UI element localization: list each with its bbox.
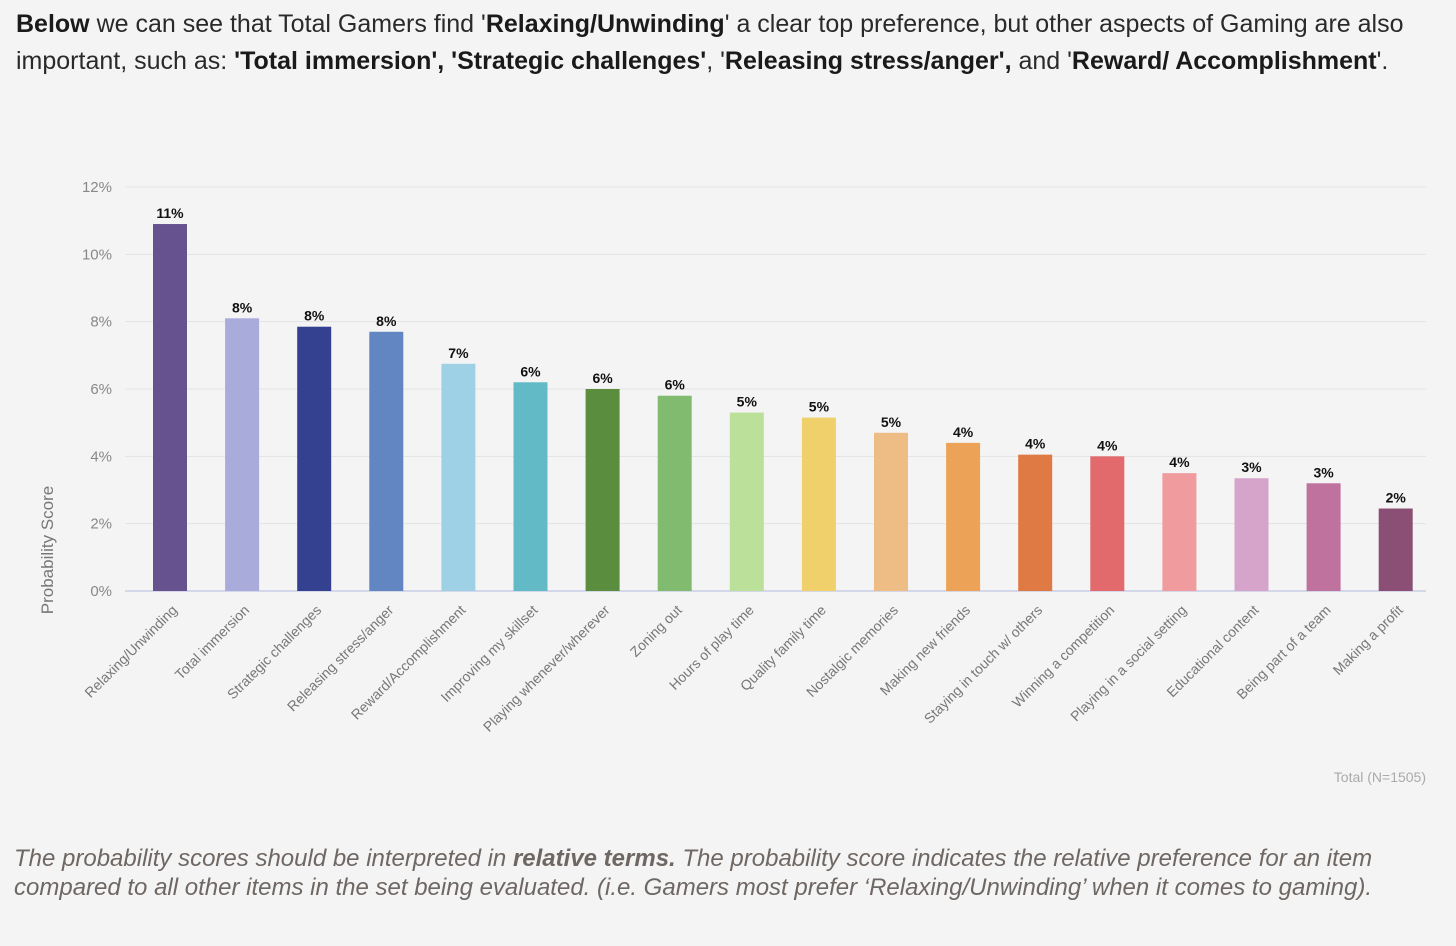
bar xyxy=(729,412,764,591)
footnote: The probability scores should be interpr… xyxy=(14,845,1373,901)
y-tick-label: 8% xyxy=(90,314,112,331)
bar xyxy=(1090,456,1125,591)
bar xyxy=(441,363,476,591)
bar xyxy=(369,331,404,591)
x-tick-label: Staying in touch w/ others xyxy=(921,602,1046,727)
source-note: Total (N=1505) xyxy=(1334,769,1426,785)
x-tick-label: Zoning out xyxy=(627,602,685,660)
bar xyxy=(513,382,548,591)
bar xyxy=(874,432,908,591)
bar-value-label: 8% xyxy=(304,308,325,324)
bar xyxy=(946,442,981,591)
bar xyxy=(1162,473,1197,591)
bar-chart: 0% 2% 4% 6% 8% 10% 12% Probability Score 11% 8%… xyxy=(38,179,1426,785)
y-axis-label: Probability Score xyxy=(38,486,57,615)
bar-value-label: 3% xyxy=(1241,459,1262,475)
y-tick-label: 4% xyxy=(90,448,112,465)
x-tick-label: Playing whenever/wherever xyxy=(480,602,613,735)
bar-value-label: 4% xyxy=(953,424,974,440)
bar-value-label: 7% xyxy=(448,345,469,361)
bar xyxy=(1018,454,1053,591)
value-labels: 11% 8% 8% 8% 7% 6% 6% 6% 5% 5% 5% 4% 4% 4% 4% 3% 3% 2% xyxy=(156,205,1406,505)
bar xyxy=(1306,483,1341,591)
bar-value-label: 6% xyxy=(592,370,613,386)
grid-lines xyxy=(125,186,1426,592)
bar-value-label: 2% xyxy=(1386,490,1407,506)
x-tick-label: Playing in a social setting xyxy=(1067,602,1189,724)
intro-paragraph: Below we can see that Total Gamers find … xyxy=(16,10,1404,75)
bars xyxy=(153,224,1413,591)
bar-value-label: 5% xyxy=(809,399,830,415)
bar-value-label: 4% xyxy=(1097,437,1118,453)
bar-value-label: 6% xyxy=(665,377,686,393)
x-tick-label: Relaxing/Unwinding xyxy=(81,602,180,701)
bar-value-label: 8% xyxy=(232,299,253,315)
bar xyxy=(801,417,836,591)
bar-value-label: 4% xyxy=(1169,454,1190,470)
y-tick-label: 2% xyxy=(90,516,112,533)
bar xyxy=(225,318,260,591)
y-tick-label: 10% xyxy=(82,246,112,263)
x-tick-label: Making a profit xyxy=(1330,602,1406,678)
y-tick-label: 0% xyxy=(90,583,112,600)
bar xyxy=(1378,508,1413,591)
x-tick-label: Total immersion xyxy=(172,602,253,683)
bar xyxy=(1234,478,1269,591)
y-tick-label: 12% xyxy=(82,179,112,196)
bar-value-label: 11% xyxy=(156,205,184,221)
bar xyxy=(153,224,187,591)
bar xyxy=(657,395,692,591)
bar-value-label: 6% xyxy=(520,363,541,379)
bar-value-label: 3% xyxy=(1313,464,1334,480)
bar xyxy=(297,326,332,591)
bar-value-label: 5% xyxy=(881,414,902,430)
y-axis-ticks: 0% 2% 4% 6% 8% 10% 12% xyxy=(82,179,112,600)
bar-value-label: 5% xyxy=(737,394,758,410)
bar-value-label: 8% xyxy=(376,313,397,329)
bar-value-label: 4% xyxy=(1025,436,1046,452)
bar xyxy=(585,389,620,591)
y-tick-label: 6% xyxy=(90,381,112,398)
